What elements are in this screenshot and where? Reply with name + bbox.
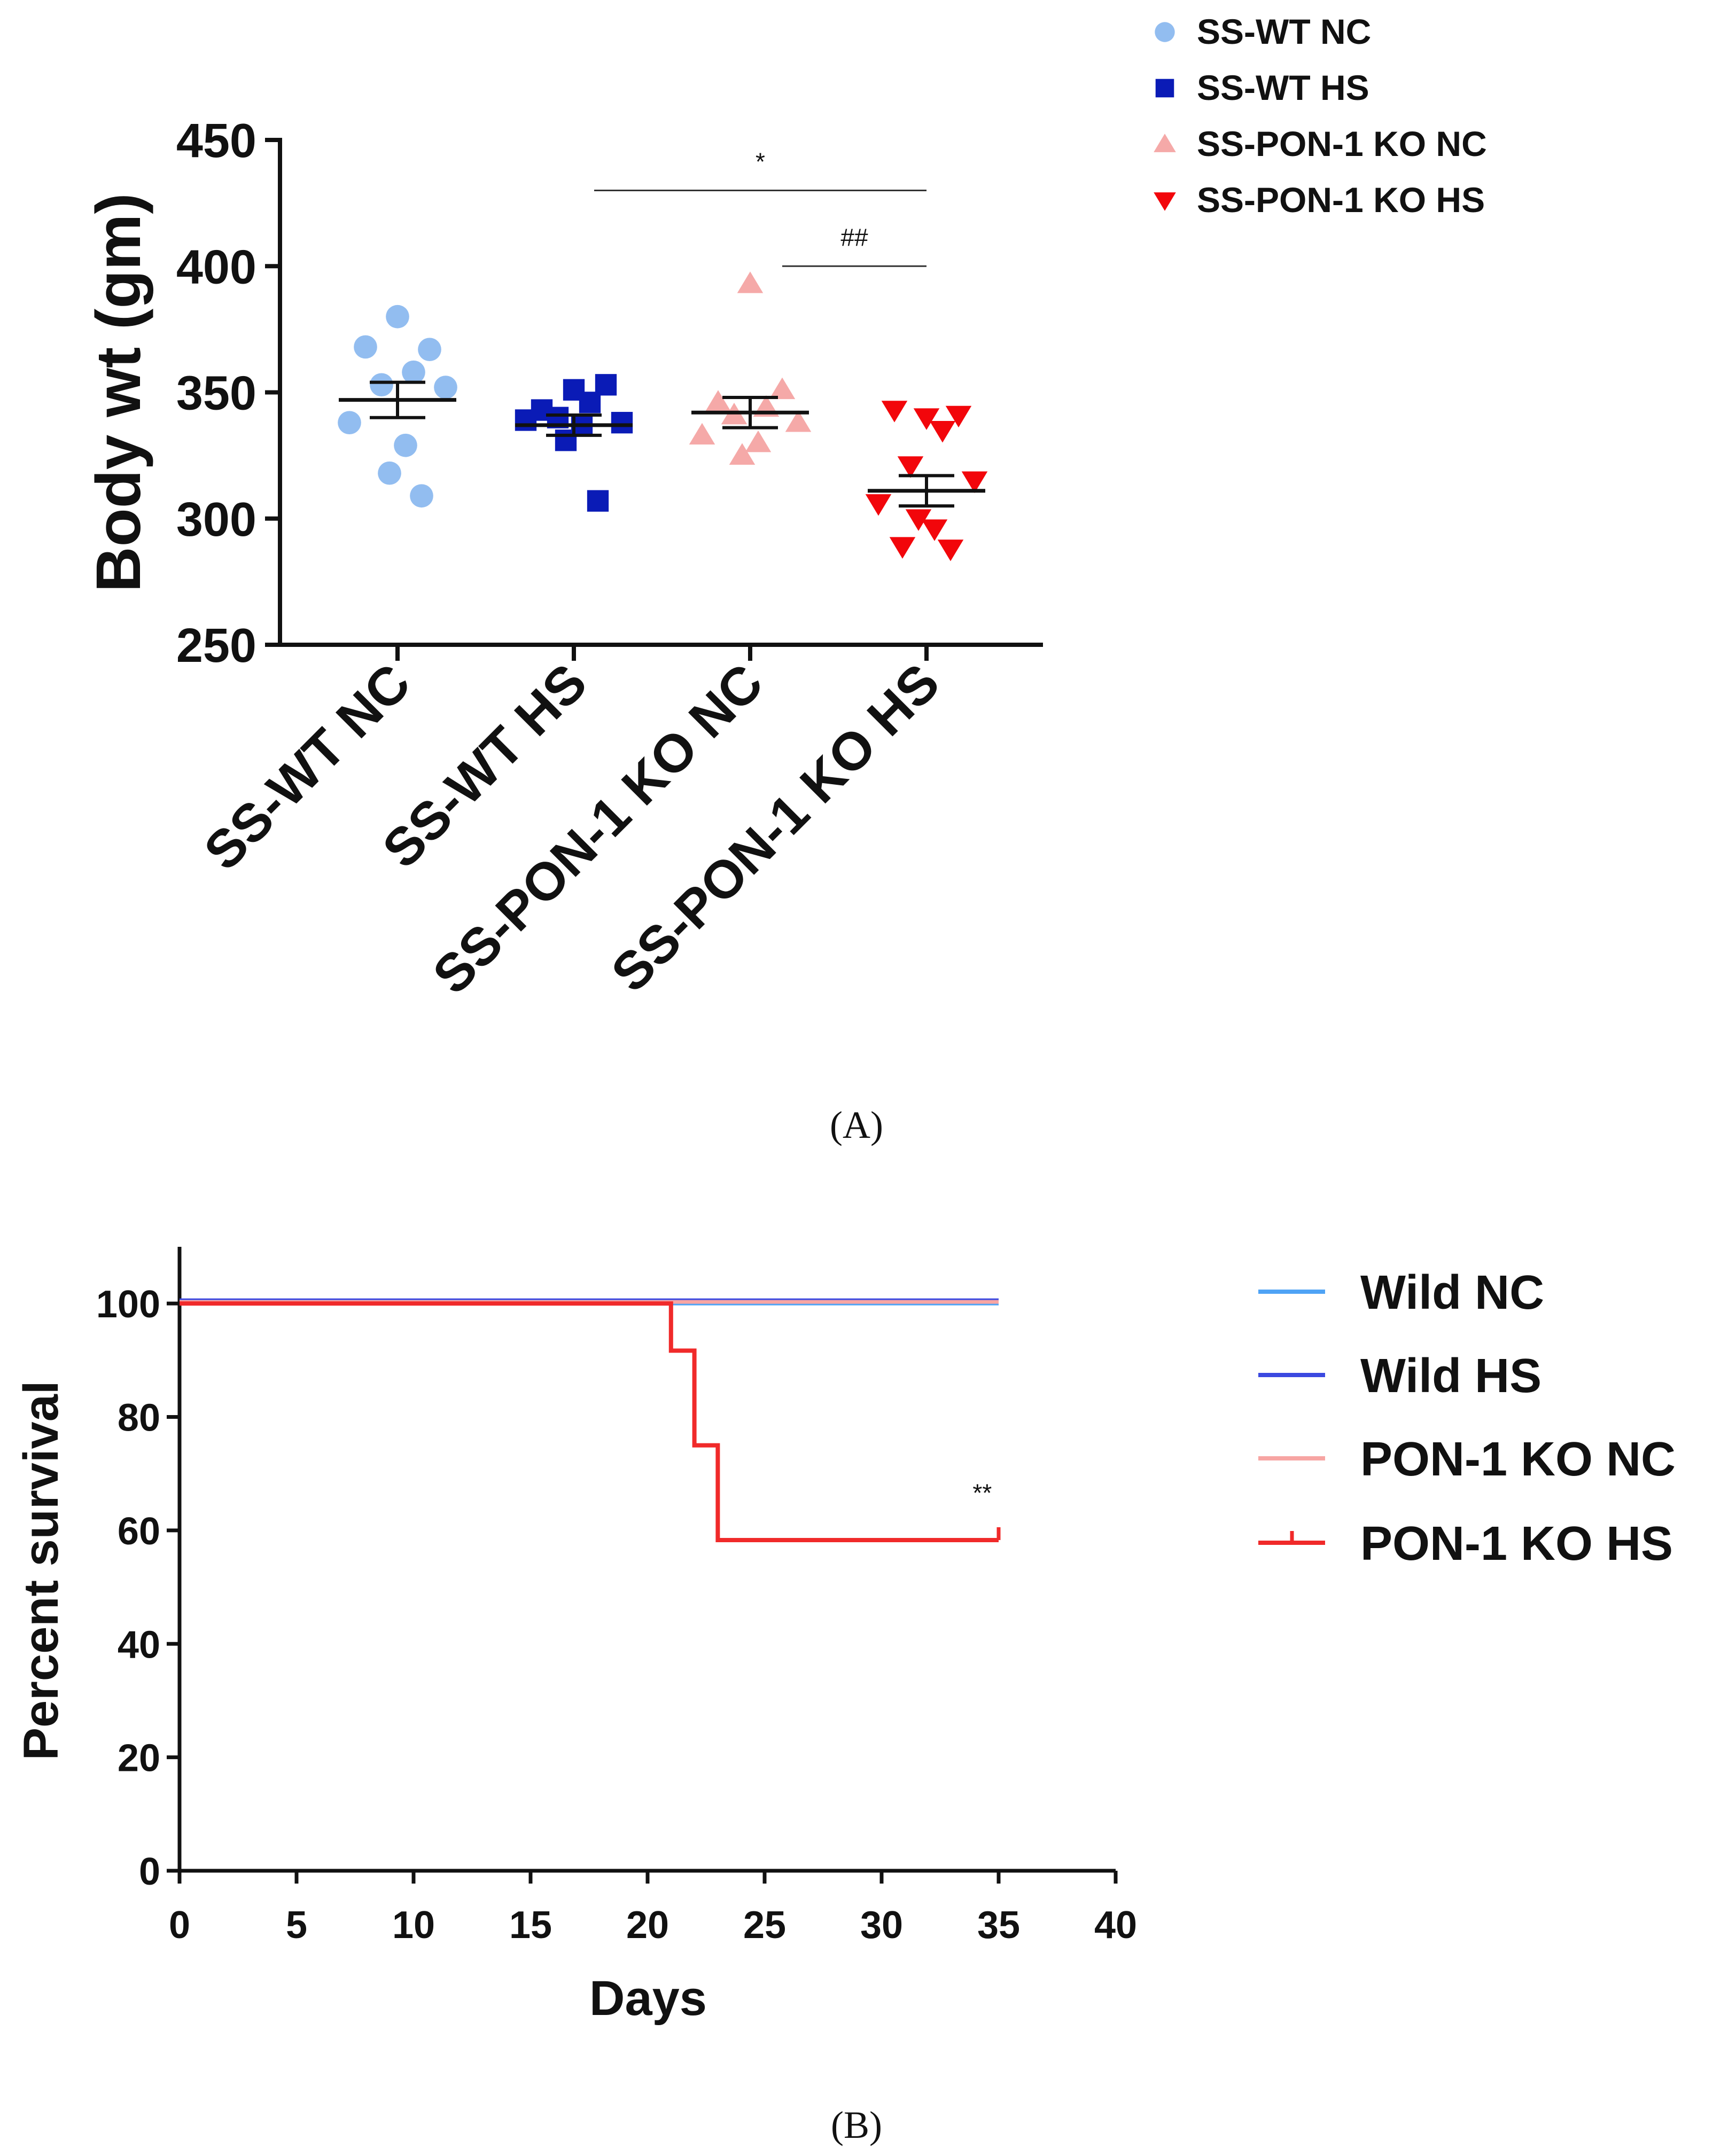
panel-a-data-point	[418, 338, 441, 362]
panel-a-data-point	[611, 412, 633, 434]
panel-a-data-point	[378, 461, 401, 485]
panel-a-data-point	[579, 392, 601, 413]
panel-a-data-point	[729, 443, 756, 465]
panel-b-x-tick-label: 20	[626, 1904, 669, 1947]
panel-a-data-point	[370, 373, 393, 397]
panel-a-data-point	[905, 509, 932, 531]
panel-b-chart: Percent survival Days 0 20 40 60 80 100 0 5 10 1…	[14, 1247, 1676, 2146]
panel-a-legend-marker	[1155, 79, 1174, 98]
panel-a-significance-marker: *	[756, 148, 765, 176]
panel-b-y-tick-label: 0	[139, 1850, 160, 1893]
panel-b-x-tick-label: 30	[860, 1904, 903, 1947]
panel-a-legend-label: SS-WT HS	[1197, 68, 1369, 107]
panel-a-data-point	[745, 430, 772, 452]
panel-a-data-point	[889, 537, 916, 559]
panel-a-data-point	[945, 405, 972, 428]
panel-a-legend-label: SS-PON-1 KO HS	[1197, 180, 1485, 220]
panel-a-data-point	[737, 271, 764, 293]
panel-a-y-tick-label: 300	[176, 493, 256, 546]
panel-a-label: (A)	[830, 1104, 883, 1146]
panel-b-label: (B)	[831, 2104, 882, 2146]
panel-a-data-point	[402, 360, 425, 384]
panel-a-category-label: SS-PON-1 KO NC	[422, 652, 775, 1005]
panel-a-legend-marker	[1155, 22, 1175, 42]
panel-b-x-tick-label: 10	[392, 1904, 435, 1947]
panel-b-y-tick-label: 100	[96, 1283, 160, 1326]
panel-b-x-axis-title: Days	[589, 1971, 707, 2026]
panel-b-x-tick-label: 0	[169, 1904, 190, 1947]
panel-a-legend-marker	[1154, 134, 1176, 152]
panel-a-y-tick-label: 400	[176, 240, 256, 294]
panel-a-data-point	[410, 484, 433, 508]
panel-a-data-point	[929, 421, 956, 443]
panel-b-x-tick-label: 15	[509, 1904, 552, 1947]
panel-a-legend-marker	[1154, 192, 1176, 211]
panel-a-data-point	[769, 377, 796, 400]
panel-a-data-point	[354, 335, 377, 359]
panel-a-data-point	[386, 304, 409, 329]
panel-b-y-tick-label: 40	[118, 1623, 160, 1666]
panel-a-chart: Body wt (gm) 250 300 350 400 450 SS-WT NC SS-…	[83, 12, 1487, 1146]
panel-a-y-tick-label: 250	[176, 619, 256, 673]
panel-a-legend-label: SS-WT NC	[1197, 12, 1371, 51]
panel-a-data-point	[515, 409, 537, 431]
panel-a-data-point	[921, 519, 948, 541]
panel-a-significance-marker: ##	[840, 223, 868, 251]
panel-b-legend-label: PON-1 KO NC	[1360, 1433, 1676, 1486]
panel-b-x-tick-label: 35	[977, 1904, 1020, 1947]
panel-a-data-point	[338, 411, 361, 435]
panel-a-data-point	[897, 456, 924, 478]
panel-a-data-point	[394, 433, 417, 457]
panel-b-survival-line	[180, 1301, 999, 1542]
panel-a-data-point	[937, 540, 964, 561]
panel-a-category-label: SS-PON-1 KO HS	[600, 652, 951, 1003]
panel-a-data-point	[785, 410, 812, 432]
panel-b-y-tick-label: 80	[118, 1397, 160, 1440]
panel-a-y-tick-label: 350	[176, 367, 256, 420]
panel-b-y-tick-label: 60	[118, 1510, 160, 1553]
panel-b-legend-label: PON-1 KO HS	[1360, 1517, 1673, 1571]
panel-b-y-axis-title: Percent survival	[14, 1381, 68, 1761]
panel-b-y-tick-label: 20	[118, 1737, 160, 1780]
panel-a-data-point	[689, 423, 715, 445]
panel-b-legend-label: Wild NC	[1360, 1266, 1544, 1319]
panel-b-x-tick-label: 5	[286, 1904, 307, 1947]
panel-a-legend-label: SS-PON-1 KO NC	[1197, 124, 1487, 163]
panel-a-data-point	[881, 401, 908, 423]
panel-a-data-point	[434, 376, 457, 399]
panel-b-significance-marker: **	[972, 1479, 992, 1507]
panel-b-x-tick-label: 25	[743, 1904, 786, 1947]
panel-a-y-axis-title: Body wt (gm)	[83, 193, 154, 592]
panel-a-data-point	[705, 390, 731, 412]
panel-a-data-point	[865, 494, 892, 516]
panel-a-data-point	[587, 490, 609, 512]
panel-a-data-point	[913, 408, 940, 430]
panel-b-legend-label: Wild HS	[1360, 1349, 1541, 1403]
panel-a-y-tick-label: 450	[176, 114, 256, 168]
panel-b-x-tick-label: 40	[1094, 1904, 1137, 1947]
panel-a-data-point	[961, 471, 988, 493]
